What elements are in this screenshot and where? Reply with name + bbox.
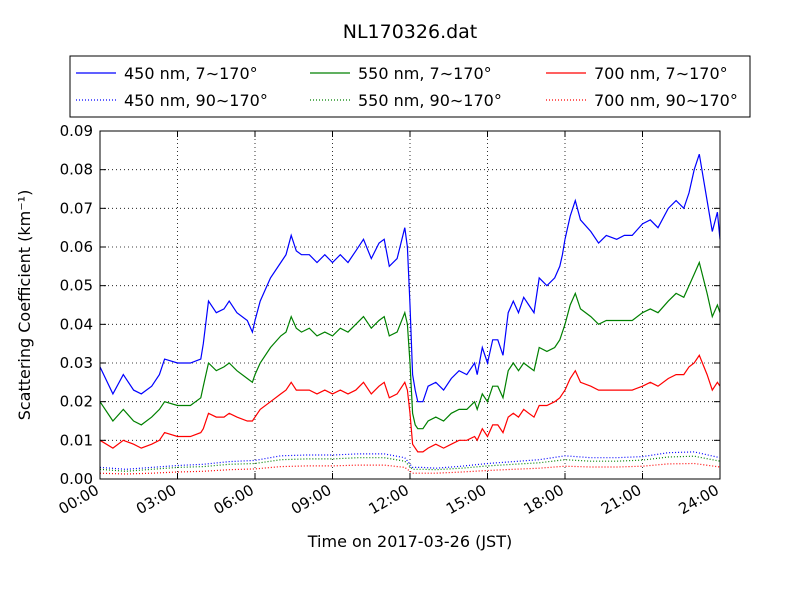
y-tick-label: 0.03 xyxy=(60,354,93,372)
y-axis-label: Scattering Coefficient (km⁻¹) xyxy=(15,190,34,421)
series-layer xyxy=(99,154,721,475)
y-tick-label: 0.01 xyxy=(60,431,93,449)
series-line-2 xyxy=(99,260,721,430)
series-line-4 xyxy=(99,354,721,453)
grid-layer xyxy=(100,131,720,479)
y-tick-label: 0.00 xyxy=(60,470,93,488)
series-line-5 xyxy=(99,462,721,475)
legend-label-4: 700 nm, 7∼170° xyxy=(594,64,728,83)
legend: 450 nm, 7∼170° 550 nm, 7∼170° 700 nm, 7∼17… xyxy=(69,55,751,118)
series-line-1 xyxy=(99,451,721,470)
legend-frame xyxy=(69,55,751,118)
y-tick-label: 0.02 xyxy=(60,393,93,411)
y-tick-label: 0.05 xyxy=(60,277,93,295)
y-tick-label: 0.07 xyxy=(60,199,93,217)
legend-label-3: 550 nm, 90∼170° xyxy=(358,91,502,110)
legend-label-2: 550 nm, 7∼170° xyxy=(358,64,492,83)
y-tick-label: 0.08 xyxy=(60,161,93,179)
series-line-0 xyxy=(99,154,721,403)
legend-label-1: 450 nm, 90∼170° xyxy=(124,91,268,110)
y-tick-label: 0.09 xyxy=(60,122,93,140)
legend-label-5: 700 nm, 90∼170° xyxy=(594,91,738,110)
x-axis-label: Time on 2017-03-26 (JST) xyxy=(307,532,512,551)
y-tick-label: 0.04 xyxy=(60,315,93,333)
legend-label-0: 450 nm, 7∼170° xyxy=(124,64,258,83)
chart-title: NL170326.dat xyxy=(343,21,478,43)
y-tick-label: 0.06 xyxy=(60,238,93,256)
